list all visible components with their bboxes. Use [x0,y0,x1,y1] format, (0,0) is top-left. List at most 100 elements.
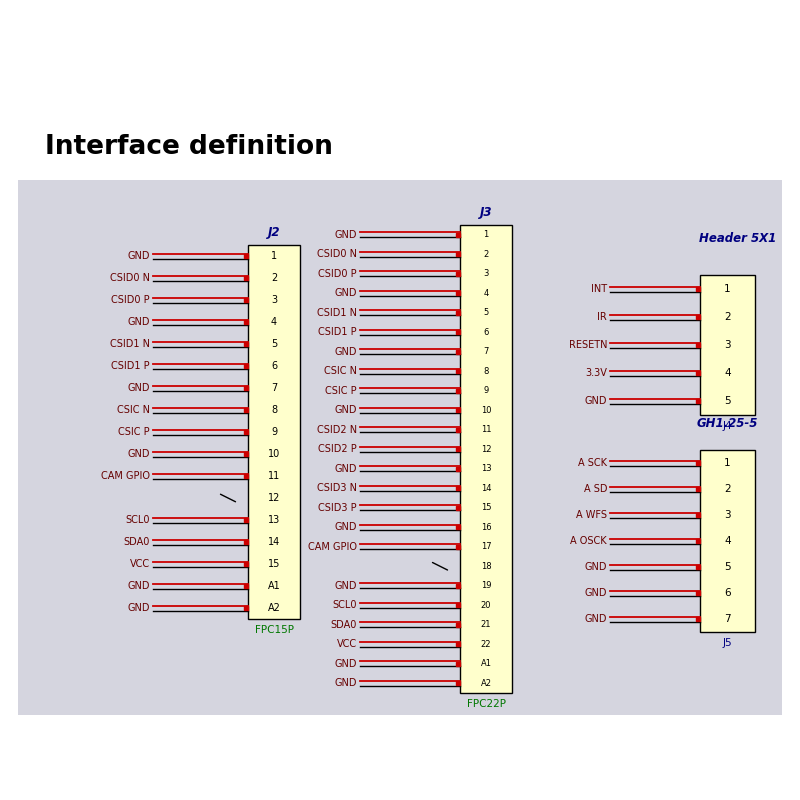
Text: 6: 6 [724,588,731,598]
Text: GND: GND [585,588,607,598]
Text: CSIC P: CSIC P [118,427,150,437]
Text: CSID0 P: CSID0 P [111,295,150,305]
Text: GND: GND [334,406,357,415]
Text: 18: 18 [481,562,491,570]
Text: RESETN: RESETN [569,340,607,350]
Text: CSIC P: CSIC P [326,386,357,396]
Text: 11: 11 [481,426,491,434]
Bar [700,450,755,632]
Text: CSID2 P: CSID2 P [318,444,357,454]
Text: GND: GND [585,614,607,624]
Text: 2: 2 [483,250,489,258]
Text: 7: 7 [271,383,277,393]
Text: 1: 1 [483,230,489,239]
Text: 20: 20 [481,601,491,610]
Text: 11: 11 [268,471,280,481]
Text: 21: 21 [481,620,491,630]
Text: A OSCK: A OSCK [570,536,607,546]
Text: 14: 14 [268,537,280,547]
Text: 12: 12 [268,493,280,503]
Text: 22: 22 [481,640,491,649]
Text: CSID3 N: CSID3 N [317,483,357,494]
Text: A2: A2 [481,678,491,688]
Text: GND: GND [334,464,357,474]
Text: 14: 14 [481,484,491,493]
Text: GND: GND [334,288,357,298]
Text: 8: 8 [483,366,489,376]
Text: GND: GND [127,317,150,327]
Text: 5: 5 [724,396,731,406]
Text: CSID0 P: CSID0 P [318,269,357,278]
Bar [18,180,782,715]
Text: CAM GPIO: CAM GPIO [101,471,150,481]
Text: 12: 12 [481,445,491,454]
Text: A1: A1 [268,581,280,591]
Text: CSIC N: CSIC N [324,366,357,376]
Text: A WFS: A WFS [576,510,607,520]
Text: GND: GND [585,562,607,572]
Bar [700,275,755,415]
Text: IR: IR [598,312,607,322]
Text: SDA0: SDA0 [124,537,150,547]
Text: A SD: A SD [583,484,607,494]
Text: 4: 4 [271,317,277,327]
Text: 15: 15 [481,503,491,512]
Text: GND: GND [334,230,357,240]
Text: SDA0: SDA0 [330,620,357,630]
Text: CSID1 N: CSID1 N [110,339,150,349]
Text: 5: 5 [271,339,277,349]
Text: 3: 3 [724,510,731,520]
Text: GND: GND [127,449,150,459]
Text: CSID1 P: CSID1 P [111,361,150,371]
Text: 13: 13 [481,464,491,474]
Text: 4: 4 [483,289,489,298]
Text: 10: 10 [481,406,491,414]
Text: CSID3 P: CSID3 P [318,502,357,513]
Text: GND: GND [334,346,357,357]
Text: 6: 6 [483,328,489,337]
Text: GND: GND [585,396,607,406]
Text: J3: J3 [480,206,492,219]
Text: GND: GND [334,581,357,590]
Text: 1: 1 [724,284,731,294]
Text: CSID2 N: CSID2 N [317,425,357,434]
Text: 9: 9 [271,427,277,437]
Text: 2: 2 [724,484,731,494]
Text: 4: 4 [724,536,731,546]
Text: CSID0 N: CSID0 N [317,250,357,259]
Text: SCL0: SCL0 [126,515,150,525]
Text: CSID0 N: CSID0 N [110,273,150,283]
Text: A1: A1 [481,659,491,668]
Text: 5: 5 [483,308,489,318]
Text: VCC: VCC [130,559,150,569]
Text: Interface definition: Interface definition [45,134,333,160]
Text: 7: 7 [724,614,731,624]
Text: GH1.25-5: GH1.25-5 [697,417,758,430]
Text: SCL0: SCL0 [333,600,357,610]
Text: 9: 9 [483,386,489,395]
Text: CSID1 N: CSID1 N [317,308,357,318]
Text: 1: 1 [271,251,277,261]
Text: 3: 3 [724,340,731,350]
Text: A2: A2 [267,603,281,613]
Text: Header 5X1: Header 5X1 [699,232,776,245]
Text: 4: 4 [724,368,731,378]
Text: GND: GND [127,251,150,261]
Text: GND: GND [127,581,150,591]
Text: VCC: VCC [337,639,357,650]
Text: 7: 7 [483,347,489,356]
Text: INT: INT [591,284,607,294]
Text: CSID1 P: CSID1 P [318,327,357,338]
Text: GND: GND [334,658,357,669]
Text: J2: J2 [268,226,280,239]
Text: 15: 15 [268,559,280,569]
Bar [460,225,512,693]
Text: 2: 2 [271,273,277,283]
Text: GND: GND [334,522,357,532]
Text: CSIC N: CSIC N [117,405,150,415]
Text: GND: GND [127,603,150,613]
Text: J4: J4 [722,421,732,431]
Text: 13: 13 [268,515,280,525]
Text: 6: 6 [271,361,277,371]
Text: 3: 3 [483,270,489,278]
